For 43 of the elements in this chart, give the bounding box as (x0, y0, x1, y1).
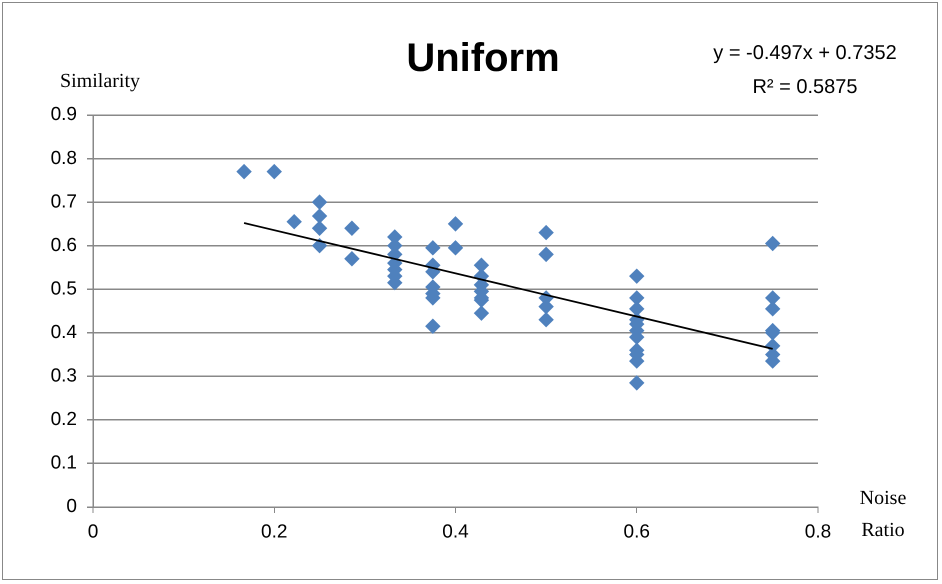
point (425, 318, 440, 334)
x-tick-label: 0.2 (261, 522, 288, 543)
y-tick-label: 0.3 (50, 366, 77, 387)
y-tick-label: 0.1 (50, 452, 77, 474)
y-tick-label: 0.5 (50, 278, 77, 300)
y-tick-label: 0.4 (50, 322, 78, 344)
point (765, 301, 780, 316)
point (629, 290, 644, 306)
y-tick-label: 0.9 (50, 104, 77, 126)
y-tick-label: 0.2 (50, 409, 77, 430)
point (312, 194, 328, 210)
point (765, 290, 780, 306)
point (538, 225, 554, 240)
text: R² = 0.5875 (751, 75, 859, 100)
y-tick-label: 0 (66, 496, 77, 518)
point (425, 240, 440, 256)
chart-title: Uniform (405, 36, 561, 81)
point (312, 220, 328, 236)
x-axis-title: Noise Ratio (858, 486, 908, 543)
point (448, 216, 463, 232)
point (236, 164, 252, 180)
y-tick-label: 0.6 (50, 234, 77, 256)
x-tick-label: 0.8 (804, 522, 832, 543)
point (312, 208, 328, 224)
point (344, 220, 360, 236)
point (266, 164, 282, 180)
point (344, 251, 360, 266)
point (538, 246, 554, 262)
point (629, 268, 644, 284)
point (474, 306, 489, 321)
point (629, 375, 644, 390)
point (286, 214, 302, 230)
y-axis-title: Similarity (60, 70, 140, 93)
x-tick-label: 0 (88, 522, 98, 543)
text: y = -0.497x + 0.7352 (712, 41, 898, 66)
point (538, 312, 554, 328)
point (474, 258, 489, 273)
point (448, 240, 463, 256)
x-tick-label: 0.6 (624, 522, 650, 543)
x-tick-label: 0.4 (442, 522, 470, 543)
y-tick-label: 0.7 (50, 191, 77, 212)
point (765, 236, 780, 251)
y-tick-label: 0.8 (50, 148, 77, 169)
